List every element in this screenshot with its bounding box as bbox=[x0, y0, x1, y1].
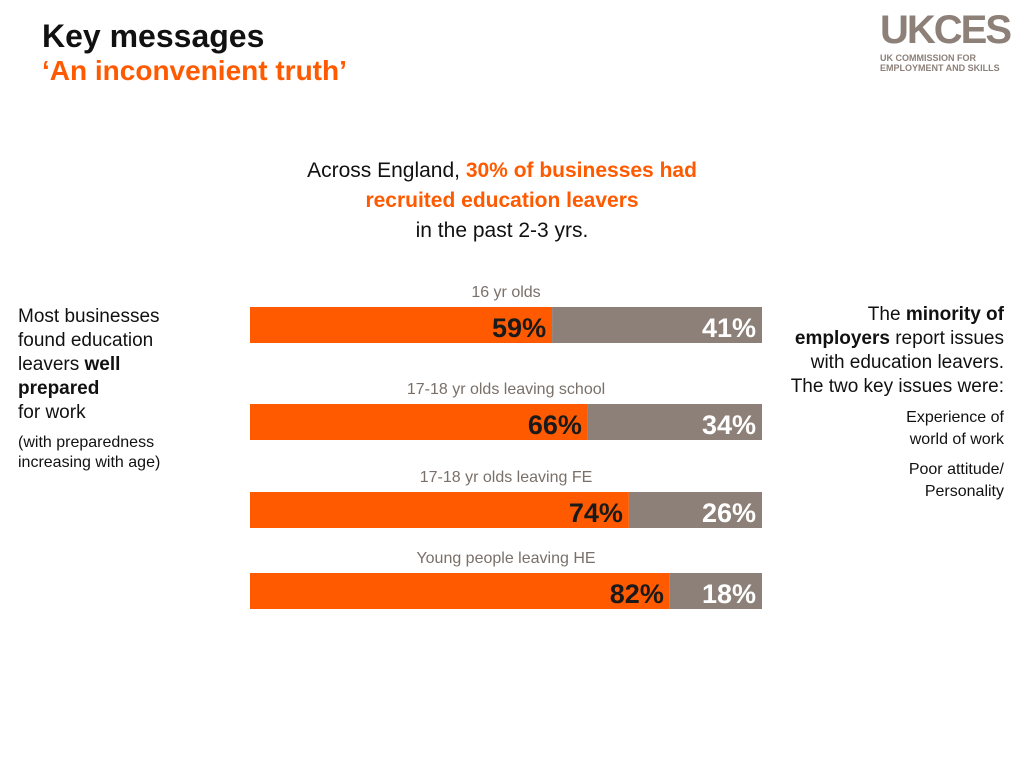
title: Key messages bbox=[42, 18, 265, 54]
value-label: 82% bbox=[610, 579, 664, 609]
bar-segment bbox=[250, 404, 588, 440]
category-label: Young people leaving HE bbox=[416, 550, 595, 567]
value-label: 74% bbox=[569, 498, 623, 528]
value-label: 26% bbox=[702, 498, 756, 528]
logo-tagline: UK COMMISSION FOR EMPLOYMENT AND SKILLS bbox=[880, 53, 1000, 73]
note-text: Most businesses found education leavers bbox=[18, 306, 160, 375]
note-text: report issues with education leavers. Th… bbox=[790, 328, 1004, 397]
issue: Poor attitude/ Personality bbox=[908, 461, 1004, 500]
logo: UKCES UK COMMISSION FOR EMPLOYMENT AND S… bbox=[880, 8, 1012, 73]
value-label: 34% bbox=[702, 410, 756, 440]
left-note: Most businesses found education leavers … bbox=[18, 305, 198, 473]
bar-segment bbox=[587, 404, 762, 440]
header: Key messages ‘An inconvenient truth’ bbox=[42, 18, 347, 87]
issue: Experience of world of work bbox=[906, 409, 1004, 448]
headline-text: in the past 2-3 yrs. bbox=[415, 219, 589, 242]
logo-name: UKCES bbox=[880, 8, 1012, 52]
note-bold: minority of employers bbox=[794, 304, 1004, 349]
category-label: 17-18 yr olds leaving school bbox=[407, 381, 605, 398]
subtitle: ‘An inconvenient truth’ bbox=[42, 55, 347, 86]
note-bold: well prepared bbox=[18, 354, 121, 399]
category-label: 17-18 yr olds leaving FE bbox=[420, 469, 593, 486]
bar-segment bbox=[552, 307, 762, 343]
value-label: 59% bbox=[492, 313, 546, 343]
bar-segment bbox=[250, 492, 629, 528]
value-label: 18% bbox=[702, 579, 756, 609]
right-note: The minority of employers report issues … bbox=[784, 303, 1004, 503]
category-label: 16 yr olds bbox=[471, 284, 540, 301]
note-aside: (with preparedness increasing with age) bbox=[18, 434, 161, 471]
value-label: 66% bbox=[528, 410, 582, 440]
headline-highlight: 30% of businesses had recruited educatio… bbox=[365, 159, 697, 212]
note-text: The bbox=[867, 304, 906, 325]
bar-segment bbox=[250, 307, 553, 343]
headline-text: Across England, bbox=[307, 159, 466, 182]
bar-segment bbox=[669, 573, 762, 609]
bar-segment bbox=[628, 492, 762, 528]
note-text: for work bbox=[18, 402, 86, 423]
bar-segment bbox=[250, 573, 670, 609]
value-label: 41% bbox=[702, 313, 756, 343]
headline: Across England, 30% of businesses had re… bbox=[282, 156, 722, 246]
